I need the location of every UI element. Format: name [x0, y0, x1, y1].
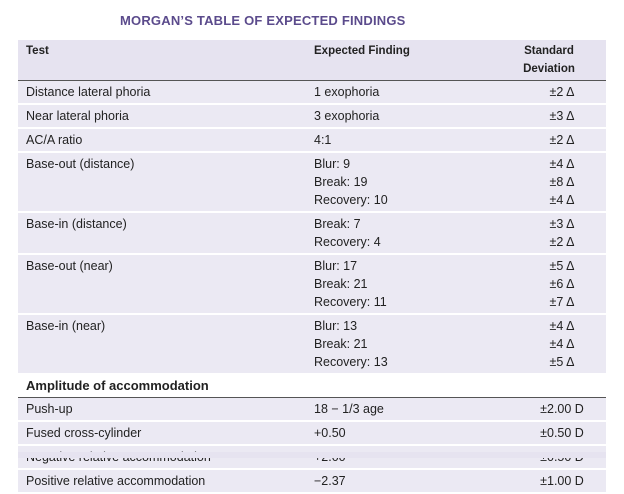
finding-cell: Break: 7 Recovery: 4 — [306, 212, 492, 255]
sd-cell: ±4 Δ ±8 Δ ±4 Δ — [492, 152, 606, 213]
test-cell: Base-out (near) — [18, 254, 306, 315]
test-cell: Push-up — [18, 397, 306, 422]
test-cell: Fused cross-cylinder — [18, 421, 306, 446]
sd-line: ±0.50 D — [540, 426, 584, 440]
test-cell: Near lateral phoria — [18, 104, 306, 129]
finding-line: +0.50 — [314, 426, 346, 440]
finding-line: Break: 7 — [314, 217, 361, 231]
table-row: Positive relative accommodation −2.37 ±1.0… — [18, 469, 606, 494]
finding-cell: −2.37 — [306, 469, 492, 494]
finding-cell: 18 − 1/3 age — [306, 397, 492, 422]
finding-cell: Blur: 9 Break: 19 Recovery: 10 — [306, 152, 492, 213]
sd-line: ±4 Δ — [549, 319, 575, 333]
test-cell: Positive relative accommodation — [18, 469, 306, 494]
sd-line: ±4 Δ — [549, 337, 575, 351]
table-title: MORGAN’S TABLE OF EXPECTED FINDINGS — [120, 13, 406, 28]
sd-line: ±6 Δ — [549, 277, 575, 291]
footer-bar — [18, 452, 606, 458]
column-header: Test — [18, 40, 306, 81]
test-cell: Base-in (near) — [18, 314, 306, 375]
finding-cell: 4:1 — [306, 128, 492, 153]
sd-cell: ±3 Δ ±2 Δ — [492, 212, 606, 255]
sd-cell: ±2 Δ — [492, 80, 606, 105]
sd-line: ±1.00 D — [540, 474, 584, 488]
table-row: AC/A ratio 4:1 ±2 Δ — [18, 128, 606, 153]
table-row: Base-in (near) Blur: 13 Break: 21 Recovery:… — [18, 314, 606, 375]
table-row: Fused cross-cylinder +0.50 ±0.50 D — [18, 421, 606, 446]
sd-line: ±7 Δ — [549, 295, 575, 309]
sd-cell: ±2.00 D — [492, 397, 606, 422]
finding-line: 18 − 1/3 age — [314, 402, 384, 416]
page: {"title":"MORGAN’S TABLE OF EXPECTED FIN… — [18, 13, 606, 494]
findings-table: Test Expected Finding Standard Deviation Di… — [18, 40, 606, 494]
sd-line: ±2 Δ — [549, 85, 575, 99]
sd-cell: ±2 Δ — [492, 128, 606, 153]
finding-cell: Blur: 17 Break: 21 Recovery: 11 — [306, 254, 492, 315]
finding-line: Break: 19 — [314, 175, 368, 189]
finding-line: Break: 21 — [314, 277, 368, 291]
test-cell: Distance lateral phoria — [18, 80, 306, 105]
table-row: Base-out (distance) Blur: 9 Break: 19 Recov… — [18, 152, 606, 213]
finding-line: 1 exophoria — [314, 85, 380, 99]
finding-cell: 3 exophoria — [306, 104, 492, 129]
sd-line: ±2 Δ — [549, 235, 575, 249]
column-header: Expected Finding — [306, 40, 492, 81]
finding-line: Blur: 9 — [314, 157, 351, 171]
sd-cell: ±3 Δ — [492, 104, 606, 129]
finding-line: Blur: 17 — [314, 259, 358, 273]
test-cell: Base-out (distance) — [18, 152, 306, 213]
sd-line: ±4 Δ — [549, 157, 575, 171]
sd-cell: ±5 Δ ±6 Δ ±7 Δ — [492, 254, 606, 315]
finding-line: 3 exophoria — [314, 109, 380, 123]
header-row: Test Expected Finding Standard Deviation — [18, 40, 606, 81]
finding-line: Blur: 13 — [314, 319, 358, 333]
finding-line: Recovery: 13 — [314, 355, 388, 369]
section-cell: Amplitude of accommodation — [18, 374, 606, 398]
table-row: Push-up 18 − 1/3 age ±2.00 D — [18, 397, 606, 422]
table-row: Distance lateral phoria 1 exophoria ±2 Δ — [18, 80, 606, 105]
finding-line: Break: 21 — [314, 337, 368, 351]
finding-line: Recovery: 10 — [314, 193, 388, 207]
test-cell: AC/A ratio — [18, 128, 306, 153]
sd-line: ±8 Δ — [549, 175, 575, 189]
sd-line: ±5 Δ — [549, 355, 575, 369]
test-cell: Base-in (distance) — [18, 212, 306, 255]
finding-cell: +0.50 — [306, 421, 492, 446]
sd-line: ±3 Δ — [549, 217, 575, 231]
finding-line: 4:1 — [314, 133, 332, 147]
sd-line: ±2 Δ — [549, 133, 575, 147]
finding-cell: Blur: 13 Break: 21 Recovery: 13 — [306, 314, 492, 375]
table-row: Base-in (distance) Break: 7 Recovery: 4 ±3 … — [18, 212, 606, 255]
sd-line: ±5 Δ — [549, 259, 575, 273]
finding-line: Recovery: 4 — [314, 235, 381, 249]
section-row: Amplitude of accommodation — [18, 374, 606, 398]
sd-line: ±4 Δ — [549, 193, 575, 207]
table-row: Near lateral phoria 3 exophoria ±3 Δ — [18, 104, 606, 129]
sd-line: ±2.00 D — [540, 402, 584, 416]
finding-line: −2.37 — [314, 474, 346, 488]
column-header: Standard Deviation — [492, 40, 606, 81]
sd-cell: ±0.50 D — [492, 421, 606, 446]
finding-cell: 1 exophoria — [306, 80, 492, 105]
table-row: Base-out (near) Blur: 17 Break: 21 Recovery… — [18, 254, 606, 315]
sd-cell: ±4 Δ ±4 Δ ±5 Δ — [492, 314, 606, 375]
sd-line: ±3 Δ — [549, 109, 575, 123]
sd-cell: ±1.00 D — [492, 469, 606, 494]
finding-line: Recovery: 11 — [314, 295, 387, 309]
